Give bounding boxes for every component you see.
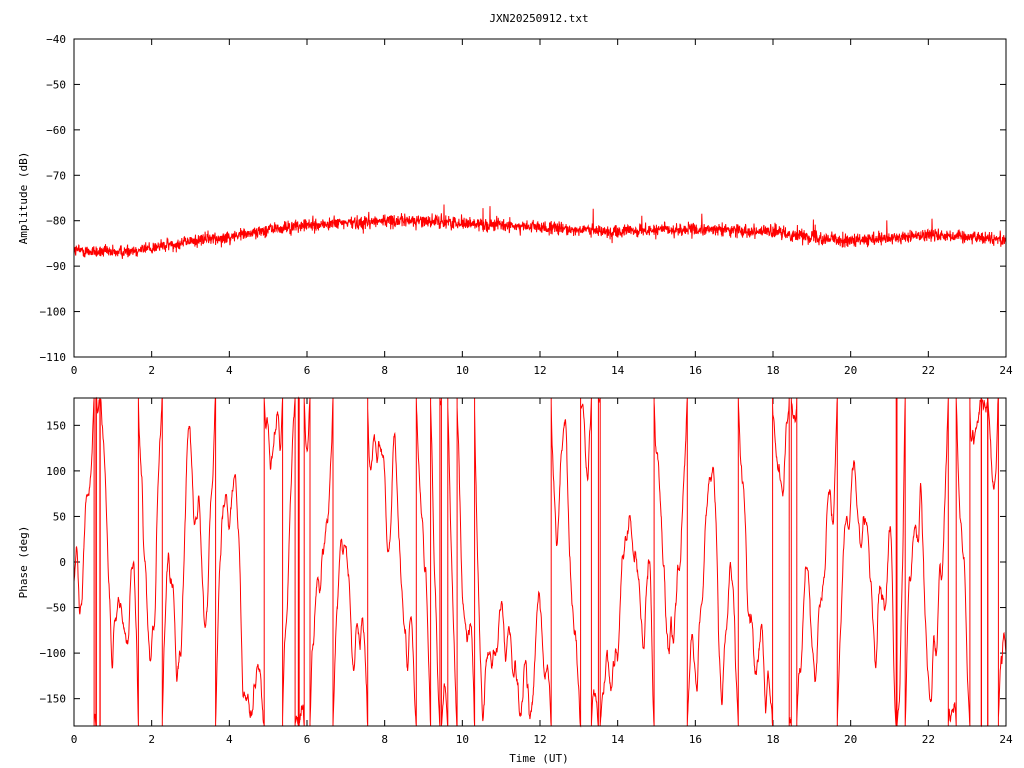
phase-panel: 0 2 4 6 8 10 12 14 16 18 20 22 24150100500−50−100−15… xyxy=(17,396,1013,765)
phase-x-tick-label: 22 xyxy=(922,733,935,746)
phase-y-tick-label: 100 xyxy=(46,465,66,478)
amplitude-x-tick-label: 6 xyxy=(304,364,311,377)
phase-x-tick-label: 20 xyxy=(844,733,857,746)
amplitude-y-tick-label: −60 xyxy=(46,124,66,137)
phase-x-tick-label: 12 xyxy=(533,733,546,746)
phase-y-tick-label: −50 xyxy=(46,602,66,615)
amplitude-y-tick-label: −40 xyxy=(46,33,66,46)
amplitude-plot-frame xyxy=(73,38,1007,358)
amplitude-ticks xyxy=(73,38,1007,358)
amplitude-line xyxy=(73,204,1007,259)
amplitude-tick-labels: 0 2 4 6 8 10 12 14 16 18 20 22 24−40−50−60−70−80−90−… xyxy=(40,33,1013,377)
amplitude-y-axis-label: Amplitude (dB) xyxy=(17,152,30,245)
phase-series xyxy=(73,396,1007,728)
amplitude-x-tick-label: 4 xyxy=(226,364,233,377)
amplitude-y-tick-label: −90 xyxy=(46,260,66,273)
phase-line xyxy=(73,396,1007,728)
amplitude-x-tick-label: 8 xyxy=(381,364,388,377)
amplitude-y-tick-label: −100 xyxy=(40,306,67,319)
phase-x-tick-label: 2 xyxy=(148,733,155,746)
phase-x-tick-label: 4 xyxy=(226,733,233,746)
amplitude-x-tick-label: 10 xyxy=(456,364,469,377)
amplitude-x-tick-label: 18 xyxy=(766,364,779,377)
phase-x-tick-label: 0 xyxy=(71,733,78,746)
amplitude-x-tick-label: 22 xyxy=(922,364,935,377)
phase-y-tick-label: −150 xyxy=(40,693,67,706)
amplitude-x-tick-label: 24 xyxy=(999,364,1013,377)
chart-title: JXN20250912.txt xyxy=(489,12,588,25)
amplitude-y-tick-label: −50 xyxy=(46,78,66,91)
amplitude-x-tick-label: 14 xyxy=(611,364,625,377)
phase-x-tick-label: 10 xyxy=(456,733,469,746)
amplitude-y-tick-label: −110 xyxy=(40,351,67,364)
amplitude-x-tick-label: 12 xyxy=(533,364,546,377)
phase-x-axis-label: Time (UT) xyxy=(509,752,569,765)
phase-y-tick-label: −100 xyxy=(40,647,67,660)
phase-y-tick-label: 150 xyxy=(46,419,66,432)
phase-y-axis-label: Phase (deg) xyxy=(17,526,30,599)
phase-x-tick-label: 18 xyxy=(766,733,779,746)
phase-x-tick-label: 24 xyxy=(999,733,1013,746)
amplitude-x-tick-label: 16 xyxy=(689,364,702,377)
amplitude-panel: 0 2 4 6 8 10 12 14 16 18 20 22 24−40−50−60−70−80−90−… xyxy=(17,33,1013,377)
amplitude-x-tick-label: 20 xyxy=(844,364,857,377)
amplitude-series xyxy=(73,204,1007,259)
phase-x-tick-label: 16 xyxy=(689,733,702,746)
amplitude-x-tick-label: 2 xyxy=(148,364,155,377)
amplitude-y-tick-label: −80 xyxy=(46,215,66,228)
amplitude-y-tick-label: −70 xyxy=(46,169,66,182)
amplitude-x-tick-label: 0 xyxy=(71,364,78,377)
phase-plot-frame xyxy=(73,397,1007,727)
phase-x-tick-label: 6 xyxy=(304,733,311,746)
phase-x-tick-label: 14 xyxy=(611,733,625,746)
phase-tick-labels: 0 2 4 6 8 10 12 14 16 18 20 22 24150100500−50−100−15… xyxy=(40,419,1013,746)
phase-y-tick-label: 50 xyxy=(53,510,66,523)
phase-x-tick-label: 8 xyxy=(381,733,388,746)
phase-y-tick-label: 0 xyxy=(59,556,66,569)
